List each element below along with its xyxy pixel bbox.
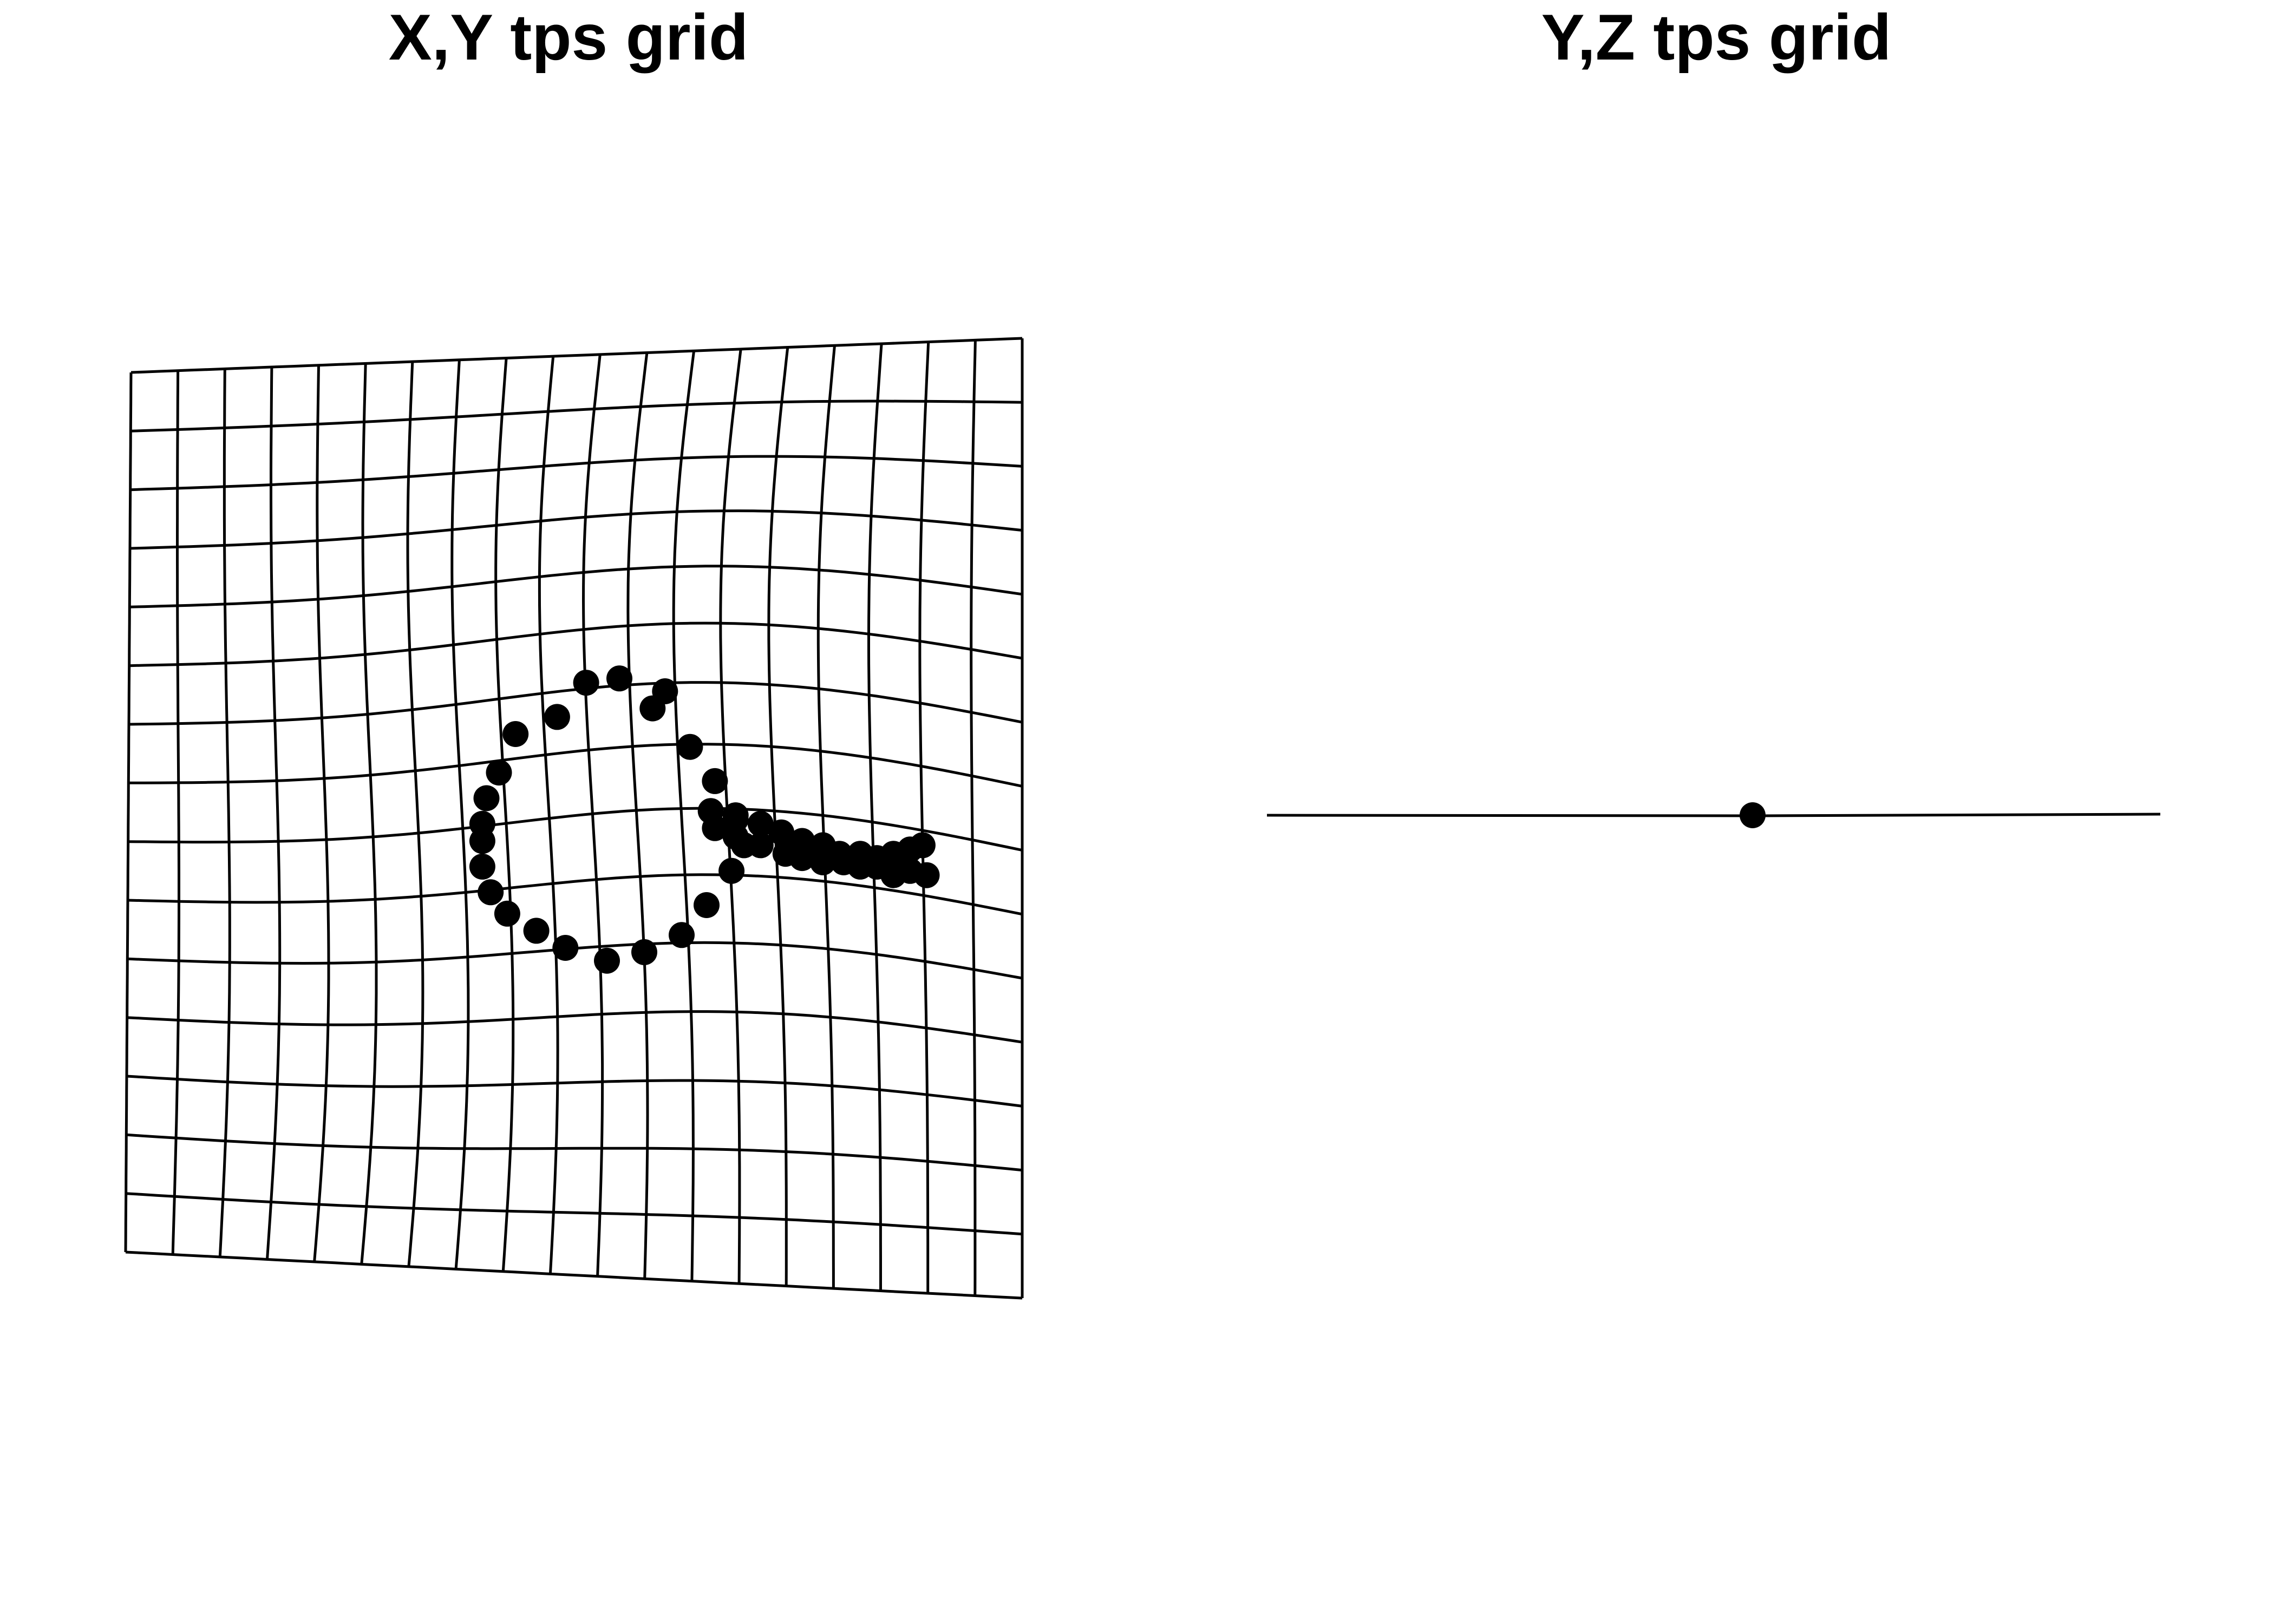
grid-line-vertical	[450, 359, 470, 1269]
grid-line-vertical	[672, 350, 696, 1281]
landmark-point	[789, 845, 815, 872]
grid-line-vertical	[918, 342, 930, 1294]
landmark-point	[573, 670, 599, 696]
grid-line-vertical	[816, 345, 836, 1289]
landmark-point	[469, 853, 495, 880]
grid-line-horizontal	[125, 1250, 1023, 1300]
xy-landmark-points	[469, 665, 940, 974]
landmark-point	[909, 832, 936, 859]
grid-line-horizontal	[128, 681, 1023, 726]
xy-deformed-grid	[124, 337, 1024, 1300]
grid-line-horizontal	[127, 1010, 1023, 1044]
landmark-point	[718, 857, 745, 884]
grid-line-vertical	[313, 365, 330, 1262]
grid-line-horizontal	[126, 1133, 1023, 1172]
landmark-point	[702, 768, 728, 794]
landmark-point	[768, 819, 795, 846]
yz-grid-line	[1266, 813, 2161, 817]
grid-line-horizontal	[129, 565, 1023, 608]
landmark-point	[594, 947, 620, 974]
grid-line-vertical	[360, 363, 378, 1265]
landmark-point	[913, 862, 940, 888]
grid-line-vertical	[626, 352, 649, 1279]
yz-landmark-points	[1740, 802, 1766, 828]
landmark-point	[502, 721, 529, 747]
landmark-point	[702, 815, 728, 841]
grid-line-vertical	[767, 347, 789, 1286]
grid-line-vertical	[538, 356, 559, 1274]
landmark-point	[809, 849, 836, 875]
grid-line-horizontal	[130, 400, 1023, 433]
grid-line-vertical	[970, 340, 977, 1296]
landmark-point	[486, 759, 512, 786]
landmark-point	[677, 734, 703, 760]
grid-line-horizontal	[128, 807, 1023, 852]
landmark-point	[606, 665, 632, 692]
landmark-point	[631, 939, 657, 965]
yz-landmark-point	[1740, 802, 1766, 828]
grid-line-horizontal	[130, 337, 1023, 374]
landmark-point	[694, 892, 720, 918]
landmark-point	[722, 823, 749, 850]
grid-line-vertical	[406, 361, 424, 1267]
landmark-point	[747, 832, 774, 859]
landmark-point	[494, 900, 520, 927]
panel-title-xy: X,Y tps grid	[388, 1, 749, 74]
landmark-point	[669, 922, 695, 948]
landmark-point	[552, 935, 579, 961]
landmark-point	[523, 918, 550, 944]
landmark-point	[469, 828, 495, 854]
grid-line-vertical	[867, 343, 883, 1291]
grid-line-horizontal	[127, 873, 1023, 916]
grid-line-vertical	[171, 370, 180, 1255]
xy-tps-panel	[124, 337, 1024, 1300]
grid-line-horizontal	[129, 621, 1023, 667]
landmark-point	[478, 879, 504, 906]
grid-line-vertical	[218, 369, 231, 1258]
landmark-point	[473, 785, 500, 811]
grid-line-vertical	[582, 354, 604, 1276]
grid-line-horizontal	[129, 509, 1023, 550]
grid-line-horizontal	[126, 1192, 1023, 1236]
landmark-point	[544, 704, 570, 730]
landmark-point	[639, 695, 666, 722]
grid-line-horizontal	[130, 455, 1023, 492]
landmark-point	[747, 810, 774, 837]
yz-grid-line	[1266, 813, 2161, 817]
panel-title-yz: Y,Z tps grid	[1541, 1, 1892, 74]
grid-line-horizontal	[128, 743, 1023, 788]
grid-line-horizontal	[126, 1075, 1023, 1108]
grid-line-vertical	[124, 372, 133, 1253]
grid-line-vertical	[494, 358, 515, 1272]
grid-line-vertical	[266, 367, 282, 1260]
yz-tps-panel	[1266, 802, 2161, 828]
